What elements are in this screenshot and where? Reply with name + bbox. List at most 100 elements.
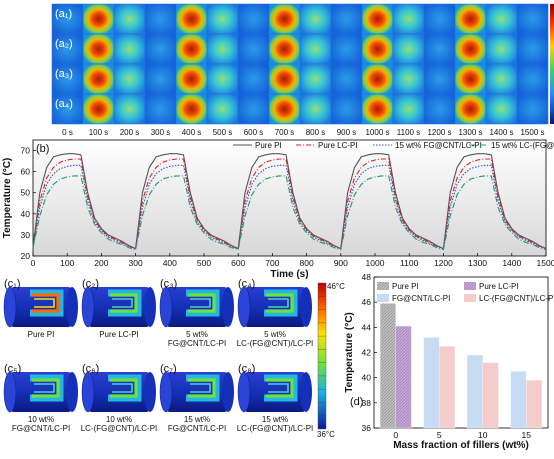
y-tick-label-d: 44	[362, 322, 372, 332]
thermal-cell	[51, 33, 84, 65]
thermal-cell	[454, 63, 487, 95]
x-tick-label-b: 1200	[434, 258, 453, 268]
thermal-cell	[485, 63, 518, 95]
colorbar-a	[550, 4, 554, 124]
heater-inner	[112, 298, 133, 308]
heater-trace	[266, 293, 294, 313]
heater-halo	[30, 289, 64, 317]
cylinder-end-left	[237, 286, 251, 328]
x-tick-label-b: 600	[231, 258, 245, 268]
legend-label-d: Pure PI	[392, 282, 419, 291]
legend-label-d: Pure LC-PI	[479, 282, 519, 291]
thermal-cell	[454, 33, 487, 65]
thermal-cell	[237, 33, 270, 65]
series-line-1	[32, 153, 547, 250]
thermal-cell	[330, 63, 363, 95]
cylinder-8	[237, 371, 312, 413]
x-tick-label-b: 1300	[468, 258, 487, 268]
x-axis-label-b: Time (s)	[270, 269, 308, 280]
legend-label-b: 15 wt% FG@CNT/LC-PI	[395, 141, 482, 150]
bar-15-1	[510, 371, 527, 429]
panel-d-bar-chart: (d) 36 38 40 42 44 46 48 Temperature (°C) Mass fr…	[344, 272, 554, 451]
heater-trace	[32, 378, 60, 398]
x-tick-label-d: 0	[393, 430, 398, 440]
heater-inner	[190, 383, 211, 393]
thermal-cell	[330, 33, 363, 65]
time-label: 900 s	[337, 128, 357, 137]
heater-halo	[186, 374, 220, 402]
caption-c: 15 wt%	[184, 415, 210, 424]
thermal-cell	[82, 3, 115, 35]
cylinder-2	[81, 286, 156, 328]
thermal-cell	[175, 3, 208, 35]
x-tick-label-b: 500	[197, 258, 211, 268]
legend-swatch-d	[464, 294, 476, 302]
caption-c: FG@CNT/LC-PI	[168, 424, 226, 433]
caption-c: 10 wt%	[106, 415, 132, 424]
panel-c-simulation-images: (c₁)Pure PI(c₂)Pure LC-PI(c₃)5 wt%FG@CNT…	[3, 278, 345, 439]
caption-c: 5 wt%	[264, 330, 286, 339]
legend-label-b: 15 wt% LC-(FG@CNT)/LC-PI	[491, 141, 554, 150]
thermal-cell	[485, 33, 518, 65]
heater-trace	[188, 378, 216, 398]
y-tick-label-d: 38	[362, 398, 372, 408]
cylinder-end-right	[300, 287, 312, 327]
legend-label-d: LC-(FG@CNT)/LC-PI	[479, 294, 554, 303]
series-line-3	[32, 164, 547, 250]
thermal-cell	[268, 63, 301, 95]
panel-label-c: (c₃)	[160, 278, 177, 290]
time-label: 500 s	[213, 128, 233, 137]
x-tick-label-b: 0	[31, 258, 36, 268]
thermal-cell	[361, 63, 394, 95]
thermal-cell	[144, 93, 177, 125]
cylinder-end-left	[3, 371, 17, 413]
thermal-cell	[516, 3, 549, 35]
panel-label-c: (c₇)	[160, 363, 177, 375]
thermal-cell	[392, 93, 425, 125]
thermal-cell	[485, 3, 518, 35]
cylinder-end-right	[66, 287, 78, 327]
x-tick-label-b: 1400	[502, 258, 521, 268]
thermal-cell	[423, 33, 456, 65]
caption-c: FG@CNT/LC-PI	[12, 424, 70, 433]
legend-label-b: Pure PI	[255, 141, 282, 150]
y-tick-label-d: 36	[362, 423, 372, 433]
panel-label-c: (c₂)	[82, 278, 99, 290]
heater-inner	[34, 383, 55, 393]
time-label: 1400 s	[489, 128, 513, 137]
thermal-cell	[361, 3, 394, 35]
thermal-cell	[361, 33, 394, 65]
cylinder-end-left	[3, 286, 17, 328]
series-line-4	[32, 175, 547, 251]
y-tick-label-b: 40	[21, 209, 31, 219]
time-label: 700 s	[275, 128, 295, 137]
thermal-cell	[392, 63, 425, 95]
cylinder-end-right	[300, 372, 312, 412]
cylinder-end-left	[81, 371, 95, 413]
legend-label-d: FG@CNT/LC-PI	[392, 294, 450, 303]
legend-label-b: Pure LC-PI	[318, 141, 358, 150]
thermal-cell	[113, 3, 146, 35]
heater-halo	[264, 374, 298, 402]
time-label: 600 s	[244, 128, 264, 137]
caption-c: Pure PI	[28, 330, 55, 339]
y-tick-label-d: 48	[362, 272, 372, 282]
heater-inner	[112, 383, 133, 393]
colorbar-c-min: 36°C	[317, 430, 335, 439]
thermal-cell	[51, 3, 84, 35]
cylinder-5	[3, 371, 78, 413]
y-tick-label-d: 40	[362, 373, 372, 383]
caption-c: LC-(FG@CNT)/LC-PI	[237, 424, 314, 433]
cylinder-end-right	[144, 372, 156, 412]
legend-swatch-d	[377, 294, 389, 302]
thermal-cell	[175, 63, 208, 95]
heater-halo	[108, 289, 142, 317]
thermal-cell	[206, 63, 239, 95]
thermal-cell	[144, 63, 177, 95]
time-label: 1500 s	[520, 128, 544, 137]
cylinder-4	[237, 286, 312, 328]
thermal-cell	[392, 3, 425, 35]
time-label: 0 s	[62, 128, 73, 137]
colorbar-c-max: 46°C	[327, 282, 345, 291]
